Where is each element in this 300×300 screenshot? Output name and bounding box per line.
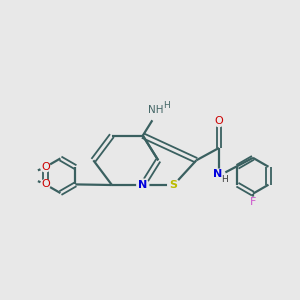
Circle shape [40, 180, 50, 189]
Text: N: N [138, 180, 147, 190]
Text: H: H [221, 175, 227, 184]
Text: N: N [214, 169, 223, 179]
Circle shape [137, 179, 149, 191]
Text: F: F [250, 197, 256, 207]
Text: NH: NH [148, 105, 164, 115]
Circle shape [212, 169, 226, 182]
Circle shape [214, 116, 224, 127]
Text: O: O [41, 162, 50, 172]
Circle shape [40, 162, 50, 172]
Text: S: S [170, 180, 178, 190]
Text: O: O [41, 179, 50, 189]
Text: H: H [163, 101, 170, 110]
Circle shape [148, 100, 169, 121]
Circle shape [168, 179, 180, 191]
Circle shape [248, 197, 258, 207]
Text: O: O [214, 116, 224, 126]
